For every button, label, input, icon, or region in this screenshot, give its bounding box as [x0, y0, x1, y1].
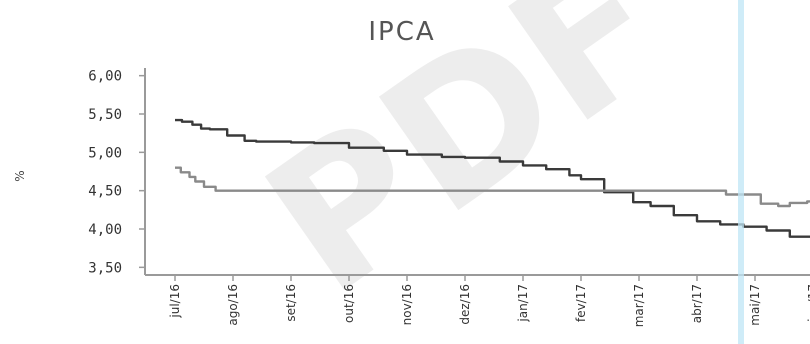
x-tick-label: abr/17: [690, 284, 704, 323]
series-line-1: [175, 118, 810, 238]
y-tick-label: 6,00: [88, 69, 122, 85]
x-tick-label: mar/17: [632, 284, 646, 327]
x-tick-label: ago/16: [226, 284, 240, 326]
y-tick-label: 5,50: [88, 107, 122, 123]
y-axis-label: %: [13, 170, 27, 181]
x-tick-label: fev/17: [574, 284, 588, 322]
x-tick-label: nov/16: [400, 284, 414, 325]
y-tick-label: 5,00: [88, 145, 122, 161]
y-tick-label: 3,50: [88, 260, 122, 276]
x-tick-label: out/16: [342, 284, 356, 323]
y-tick-label: 4,50: [88, 184, 122, 200]
x-axis-ticks: jul/16 ago/16 set/16 out/16 nov/16 dez/16 jan/…: [168, 275, 810, 327]
x-tick-label: dez/16: [458, 284, 472, 325]
x-tick-label: set/16: [284, 284, 298, 322]
x-tick-label: mai/17: [748, 284, 762, 326]
chart-title: IPCA: [368, 17, 435, 47]
x-tick-label: jul/16: [168, 284, 182, 319]
x-tick-label: jan/17: [516, 284, 530, 323]
scan-highlight-strip: [738, 0, 744, 344]
x-tick-label: jun/17: [806, 284, 810, 323]
y-axis-ticks: 6,00 5,50 5,00 4,50 4,00 3,50: [88, 69, 145, 276]
y-tick-label: 4,00: [88, 222, 122, 238]
